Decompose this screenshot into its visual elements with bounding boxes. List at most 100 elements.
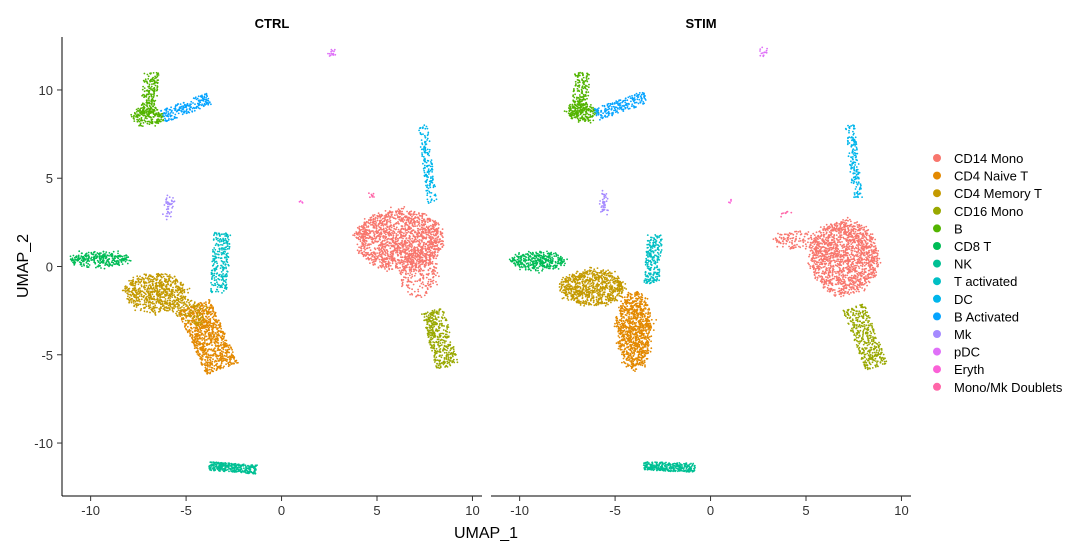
point-cd8-t <box>127 256 130 258</box>
point-cd4-memory-t <box>151 291 154 293</box>
point-cd14-mono <box>405 223 408 226</box>
point-cd14-mono <box>401 241 403 244</box>
point-cd4-naive-t <box>224 359 227 362</box>
point-cd4-naive-t <box>199 341 201 344</box>
point-cd4-naive-t <box>225 352 228 355</box>
point-cd4-naive-t <box>211 307 214 310</box>
point-cd4-memory-t <box>140 293 143 296</box>
point-cd4-memory-t <box>172 281 175 283</box>
point-cd4-memory-t <box>168 299 171 301</box>
point-cd4-memory-t <box>182 309 185 312</box>
point-cd4-naive-t <box>200 349 202 351</box>
point-cd4-naive-t <box>224 341 226 344</box>
point-cd14-mono <box>418 265 420 268</box>
point-cd4-naive-t <box>227 356 230 359</box>
point-cd14-mono <box>426 247 429 250</box>
point-cd4-naive-t <box>208 336 211 338</box>
point-cd16-mono <box>430 336 432 339</box>
point-cd16-mono <box>434 358 436 360</box>
point-cd14-mono <box>389 219 392 222</box>
point-cd14-mono <box>385 215 387 218</box>
point-cd4-naive-t <box>221 334 224 337</box>
point-cd4-naive-t <box>198 353 201 355</box>
point-cd8-t <box>93 258 95 261</box>
point-cd14-mono <box>395 234 398 237</box>
point-cd14-mono <box>429 235 432 238</box>
point-cd14-mono <box>410 255 413 257</box>
point-cd14-mono <box>421 247 424 250</box>
point-cd4-memory-t <box>171 300 174 303</box>
point-cd14-mono <box>372 218 374 221</box>
point-b <box>148 104 151 107</box>
point-cd4-naive-t <box>210 368 213 371</box>
point-b <box>145 99 148 102</box>
point-cd4-memory-t <box>191 311 194 313</box>
point-cd4-naive-t <box>229 360 232 362</box>
point-nk <box>226 468 229 471</box>
point-cd14-mono <box>413 251 415 253</box>
point-cd4-memory-t <box>175 312 177 315</box>
point-cd14-mono <box>410 250 413 253</box>
point-cd4-naive-t <box>194 330 196 333</box>
point-cd14-mono <box>369 253 371 256</box>
point-cd4-naive-t <box>205 353 208 355</box>
point-cd14-mono <box>432 233 435 236</box>
point-cd14-mono <box>408 256 411 259</box>
point-cd14-mono <box>428 272 430 275</box>
point-cd14-mono <box>438 223 440 226</box>
point-cd14-mono <box>418 218 421 221</box>
point-cd14-mono <box>360 232 363 235</box>
point-cd14-mono <box>401 239 403 242</box>
point-cd4-naive-t <box>199 346 202 349</box>
point-cd14-mono <box>396 251 399 254</box>
point-cd4-memory-t <box>183 307 185 309</box>
point-cd16-mono <box>431 319 434 322</box>
point-cd14-mono <box>388 234 391 237</box>
point-b <box>146 120 149 123</box>
point-cd14-mono <box>364 235 367 238</box>
point-cd4-naive-t <box>219 322 222 325</box>
point-cd4-naive-t <box>222 357 225 360</box>
point-cd4-naive-t <box>220 327 223 330</box>
point-cd14-mono <box>437 235 440 238</box>
point-cd16-mono <box>444 348 447 351</box>
point-cd14-mono <box>391 260 394 263</box>
point-t-activated <box>221 244 224 246</box>
point-cd14-mono <box>414 249 417 252</box>
point-cd14-mono <box>420 259 423 262</box>
point-cd4-memory-t <box>145 305 148 308</box>
point-cd14-mono <box>389 216 392 219</box>
point-cd8-t <box>121 255 124 258</box>
point-cd4-naive-t <box>204 370 207 373</box>
point-cd14-mono <box>417 235 420 238</box>
point-cd14-mono <box>393 249 395 252</box>
point-cd14-mono <box>431 247 433 250</box>
point-cd8-t <box>101 254 104 257</box>
point-cd14-mono <box>414 264 416 267</box>
point-cd14-mono <box>407 219 410 222</box>
point-cd14-mono <box>399 249 402 252</box>
point-cd4-memory-t <box>144 281 146 284</box>
point-b <box>157 115 160 118</box>
point-cd14-mono <box>404 244 407 247</box>
point-t-activated <box>222 290 225 292</box>
point-cd14-mono <box>387 214 390 217</box>
point-cd14-mono <box>401 285 403 288</box>
point-cd4-naive-t <box>202 334 205 336</box>
point-cd4-memory-t <box>174 280 177 282</box>
point-cd14-mono <box>396 258 399 261</box>
point-cd14-mono <box>408 225 411 228</box>
point-cd14-mono <box>407 284 410 286</box>
point-cd14-mono <box>425 214 428 217</box>
point-cd4-memory-t <box>191 305 193 307</box>
point-cd4-naive-t <box>212 310 215 312</box>
point-cd4-memory-t <box>190 314 193 317</box>
point-cd4-memory-t <box>192 315 195 318</box>
point-cd14-mono <box>424 228 426 231</box>
point-cd14-mono <box>359 247 362 249</box>
point-cd8-t <box>95 254 97 257</box>
point-cd4-naive-t <box>206 362 209 365</box>
point-cd14-mono <box>381 250 384 253</box>
point-cd14-mono <box>435 274 437 277</box>
point-cd4-naive-t <box>225 360 228 363</box>
